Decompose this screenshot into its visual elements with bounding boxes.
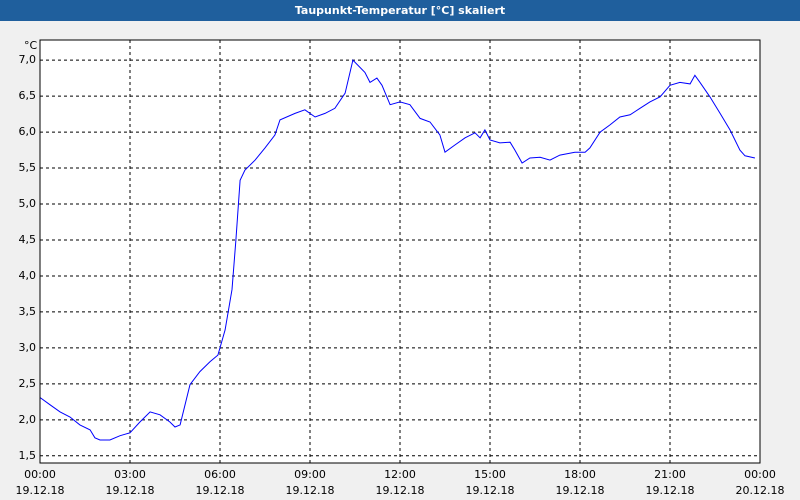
x-tick-label: 15:00	[474, 468, 506, 481]
x-tick-label: 12:00	[384, 468, 416, 481]
y-tick-label: 4,0	[19, 269, 37, 282]
y-tick-label: 2,0	[19, 413, 37, 426]
title-bar	[0, 0, 800, 21]
y-tick-label: 6,0	[19, 125, 37, 138]
y-tick-label: 5,0	[19, 197, 37, 210]
y-tick-label: 3,5	[19, 305, 37, 318]
chart-title: Taupunkt-Temperatur [°C] skaliert	[295, 4, 505, 17]
x-tick-date: 19.12.18	[106, 484, 155, 497]
y-tick-label: 7,0	[19, 53, 37, 66]
x-tick-date: 19.12.18	[376, 484, 425, 497]
x-tick-date: 19.12.18	[646, 484, 695, 497]
y-tick-label: 1,5	[19, 449, 37, 462]
data-line	[39, 59, 756, 441]
x-tick-label: 00:00	[744, 468, 776, 481]
plot-border	[39, 39, 761, 464]
x-tick-date: 19.12.18	[466, 484, 515, 497]
x-tick-date: 19.12.18	[556, 484, 605, 497]
x-tick-label: 09:00	[294, 468, 326, 481]
x-tick-label: 21:00	[654, 468, 686, 481]
x-tick-label: 03:00	[114, 468, 146, 481]
x-tick-label: 18:00	[564, 468, 596, 481]
x-tick-date: 19.12.18	[16, 484, 65, 497]
x-tick-date: 19.12.18	[196, 484, 245, 497]
x-tick-date: 20.12.18	[736, 484, 785, 497]
y-tick-label: 4,5	[19, 233, 37, 246]
y-tick-label: 3,0	[19, 341, 37, 354]
x-tick-label: 00:00	[24, 468, 56, 481]
x-tick-label: 06:00	[204, 468, 236, 481]
y-axis-label: °C	[24, 39, 38, 52]
x-tick-date: 19.12.18	[286, 484, 335, 497]
y-tick-label: 2,5	[19, 377, 37, 390]
y-tick-label: 6,5	[19, 89, 37, 102]
y-tick-label: 5,5	[19, 161, 37, 174]
